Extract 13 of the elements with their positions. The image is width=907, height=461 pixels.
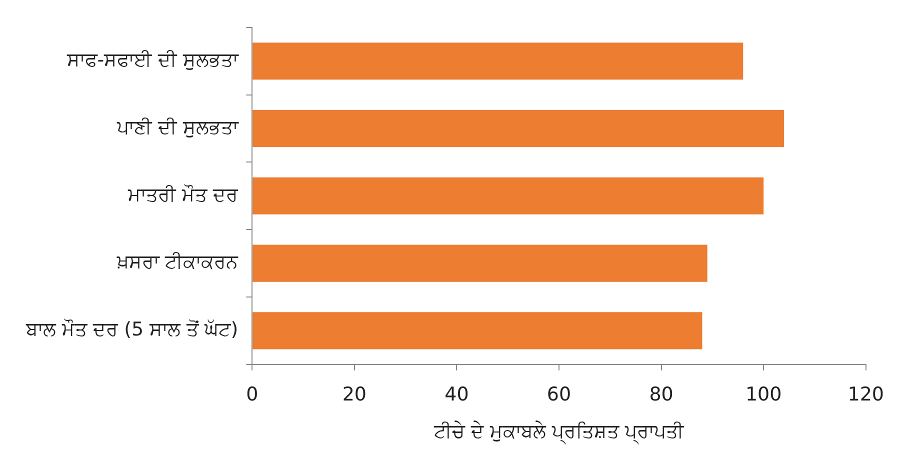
y-tick-label: ਮਾਤਰੀ ਮੌਤ ਦਰ <box>127 182 240 206</box>
y-tick-label: ਸਾਫ-ਸਫਾਈ ਦੀ ਸੁਲਭਤਾ <box>66 49 240 72</box>
x-tick-label: 80 <box>649 384 674 406</box>
x-tick-label: 100 <box>745 384 782 406</box>
x-tick-label: 120 <box>848 384 884 406</box>
x-tick-label: 20 <box>342 384 367 406</box>
x-axis-title: ਟੀਚੇ ਦੇ ਮੁਕਾਬਲੇ ਪ੍ਰਤਿਸ਼ਤ ਪ੍ਰਾਪਤੀ <box>432 420 686 445</box>
x-tick-label: 0 <box>246 384 258 406</box>
x-tick-label: 60 <box>546 384 572 406</box>
y-tick-label: ਖ਼ਸਰਾ ਟੀਕਾਕਰਨ <box>116 251 240 274</box>
x-tick-label: 40 <box>444 384 469 406</box>
y-tick-label: ਪਾਣੀ ਦੀ ਸੁਲਭਤਾ <box>116 116 240 138</box>
y-tick-label: ਬਾਲ ਮੌਤ ਦਰ (5 ਸਾਲ ਤੋਂ ਘੱਟ) <box>24 318 238 341</box>
